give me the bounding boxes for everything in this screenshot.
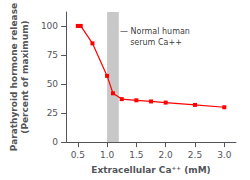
svg-text:2.5: 2.5: [188, 150, 202, 160]
svg-text:0.5: 0.5: [71, 150, 85, 160]
svg-text:serum Ca++: serum Ca++: [120, 38, 182, 47]
svg-text:— Normal human: — Normal human: [120, 27, 190, 36]
svg-text:50: 50: [47, 79, 59, 89]
svg-text:2.0: 2.0: [159, 150, 174, 160]
svg-text:25: 25: [47, 108, 58, 118]
svg-text:Extracellular Ca⁺⁺ (mM): Extracellular Ca⁺⁺ (mM): [91, 165, 210, 175]
svg-text:1.0: 1.0: [100, 150, 115, 160]
svg-text:100: 100: [41, 21, 58, 31]
svg-text:75: 75: [47, 50, 58, 60]
svg-text:3.0: 3.0: [217, 150, 232, 160]
svg-text:Parathyroid hormone release: Parathyroid hormone release: [9, 3, 19, 151]
svg-text:0: 0: [52, 137, 58, 147]
svg-text:(Percent of maximum): (Percent of maximum): [20, 20, 30, 133]
svg-text:1.5: 1.5: [129, 150, 143, 160]
